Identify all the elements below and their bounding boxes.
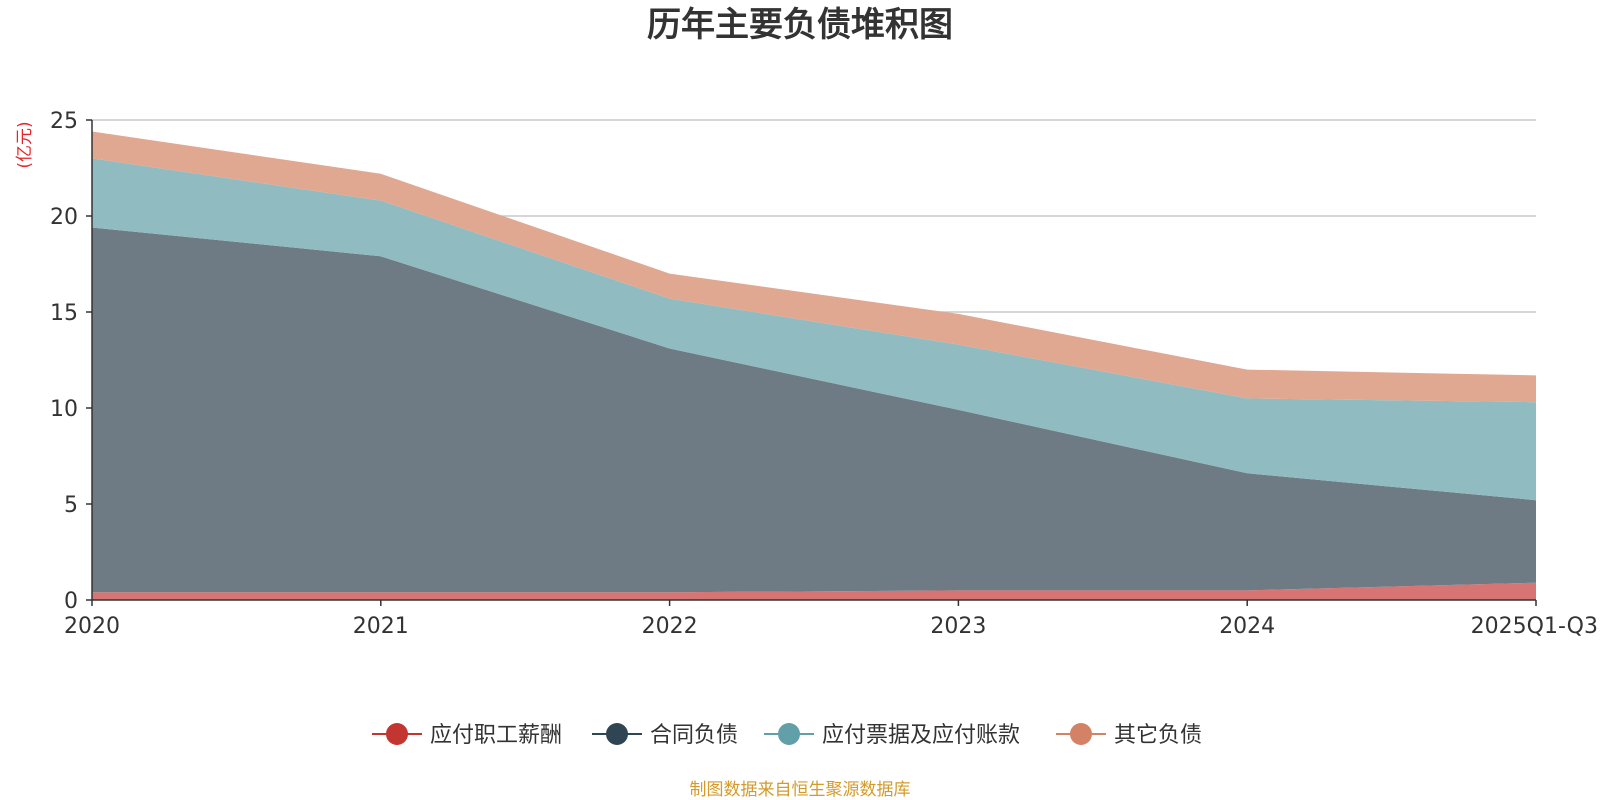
- legend-item-0[interactable]: 应付职工薪酬: [372, 723, 562, 748]
- legend-marker-icon: [778, 723, 800, 745]
- x-tick-label: 2023: [930, 614, 986, 639]
- legend-item-3[interactable]: 其它负债: [1056, 723, 1202, 748]
- legend-marker-icon: [1070, 723, 1092, 745]
- legend-item-2[interactable]: 应付票据及应付账款: [764, 723, 1020, 748]
- series-areas: [92, 131, 1536, 600]
- x-tick-labels: 2020 2021 2022 2023 2024 2025Q1-Q3: [64, 600, 1598, 639]
- area-series-1: [92, 227, 1536, 593]
- y-tick-label: 10: [50, 397, 78, 422]
- y-tick-label: 15: [50, 301, 78, 326]
- y-tick-label: 25: [50, 109, 78, 134]
- y-tick-label: 0: [64, 589, 78, 614]
- area-series-0: [92, 582, 1536, 600]
- legend-label: 其它负债: [1114, 723, 1202, 748]
- legend-marker-icon: [386, 723, 408, 745]
- area-series-2: [92, 158, 1536, 501]
- area-series-3: [92, 131, 1536, 403]
- legend: 应付职工薪酬 合同负债 应付票据及应付账款 其它负债: [372, 723, 1202, 748]
- x-tick-label: 2025Q1-Q3: [1471, 614, 1598, 639]
- axes: [91, 120, 1536, 601]
- x-tick-label: 2024: [1219, 614, 1275, 639]
- y-tick-label: 20: [50, 205, 78, 230]
- legend-marker-icon: [606, 723, 628, 745]
- legend-label: 合同负债: [650, 723, 738, 748]
- legend-item-1[interactable]: 合同负债: [592, 723, 738, 748]
- x-tick-label: 2020: [64, 614, 120, 639]
- legend-label: 应付职工薪酬: [430, 723, 562, 748]
- chart-title: 历年主要负债堆积图: [647, 5, 953, 45]
- y-tick-label: 5: [64, 493, 78, 518]
- y-tick-labels: 0 5 10 15 20 25: [50, 109, 92, 614]
- y-axis-unit-label: (亿元): [15, 121, 35, 168]
- x-tick-label: 2022: [642, 614, 698, 639]
- x-tick-label: 2021: [353, 614, 409, 639]
- source-note: 制图数据来自恒生聚源数据库: [690, 780, 911, 800]
- legend-label: 应付票据及应付账款: [822, 723, 1020, 748]
